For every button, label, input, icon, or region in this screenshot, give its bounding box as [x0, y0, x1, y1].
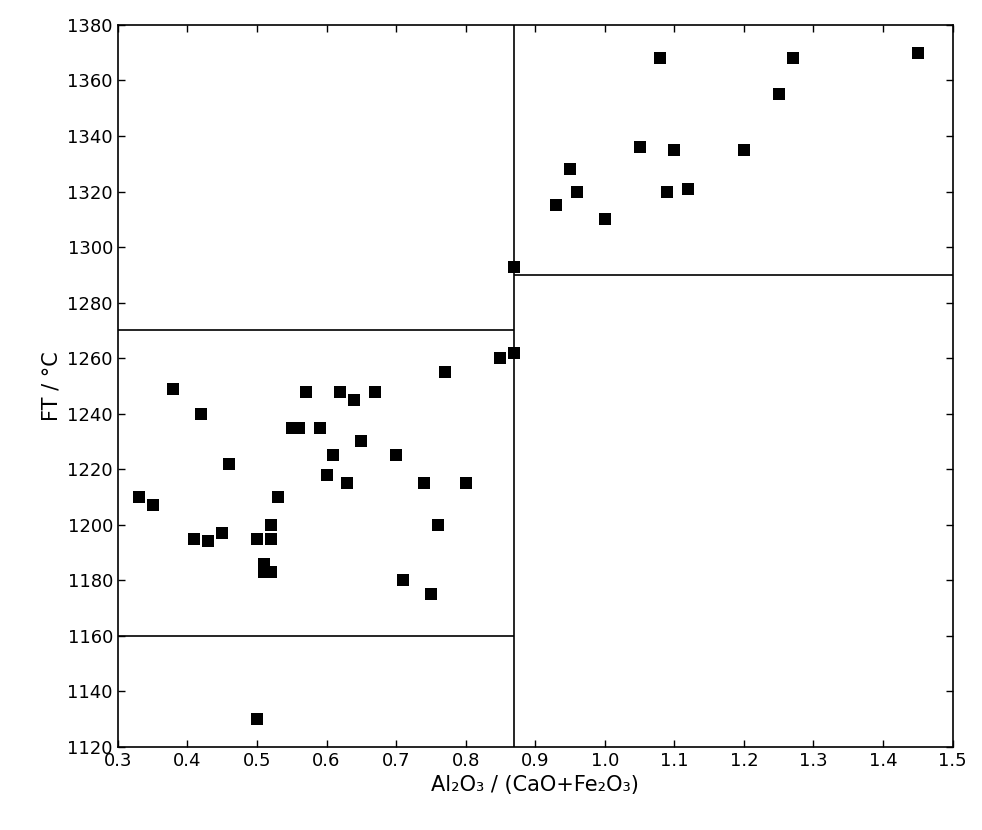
X-axis label: Al₂O₃ / (CaO+Fe₂O₃): Al₂O₃ / (CaO+Fe₂O₃) — [431, 775, 639, 795]
Point — [507, 346, 522, 359]
Point — [652, 51, 668, 65]
Y-axis label: FT / °C: FT / °C — [42, 351, 62, 421]
Point — [214, 526, 230, 540]
Point — [256, 565, 272, 579]
Point — [736, 144, 751, 157]
Point — [291, 421, 306, 434]
Point — [311, 421, 327, 434]
Point — [597, 212, 613, 226]
Point — [263, 532, 279, 545]
Point — [256, 557, 272, 570]
Point — [263, 518, 279, 531]
Point — [388, 449, 404, 462]
Point — [493, 352, 509, 365]
Point — [785, 51, 800, 65]
Point — [347, 393, 362, 407]
Point — [318, 468, 334, 481]
Point — [395, 574, 410, 587]
Point — [507, 260, 522, 273]
Point — [354, 435, 369, 448]
Point — [569, 185, 584, 198]
Point — [437, 365, 453, 378]
Point — [326, 449, 342, 462]
Point — [631, 140, 647, 154]
Point — [423, 588, 439, 601]
Point — [416, 476, 432, 490]
Point — [249, 532, 265, 545]
Point — [548, 199, 564, 212]
Point — [200, 535, 216, 548]
Point — [263, 565, 279, 579]
Point — [131, 491, 146, 504]
Point — [910, 46, 926, 59]
Point — [221, 457, 237, 471]
Point — [562, 163, 577, 176]
Point — [333, 385, 349, 398]
Point — [284, 421, 300, 434]
Point — [270, 491, 286, 504]
Point — [430, 518, 446, 531]
Point — [166, 382, 182, 395]
Point — [340, 476, 355, 490]
Point — [144, 499, 160, 512]
Point — [367, 385, 383, 398]
Point — [298, 385, 313, 398]
Point — [458, 476, 473, 490]
Point — [249, 713, 265, 726]
Point — [187, 532, 202, 545]
Point — [660, 185, 676, 198]
Point — [193, 407, 209, 420]
Point — [667, 144, 682, 157]
Point — [771, 88, 787, 101]
Point — [681, 182, 696, 195]
